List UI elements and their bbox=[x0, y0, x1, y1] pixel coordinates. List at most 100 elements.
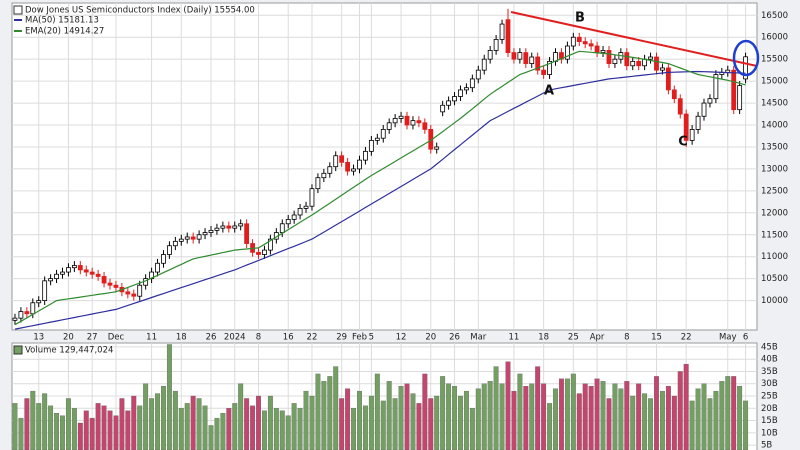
y-tick-label: 12500 bbox=[761, 186, 788, 196]
volume-bar bbox=[553, 388, 558, 450]
candle-body bbox=[315, 177, 321, 190]
y-tick-label: 16000 bbox=[761, 33, 788, 43]
volume-bar bbox=[291, 403, 297, 450]
candle-body bbox=[137, 284, 143, 297]
candle-body bbox=[244, 223, 250, 244]
y-tick-label: 13500 bbox=[761, 142, 788, 152]
x-tick-label: 8 bbox=[256, 333, 261, 343]
volume-bar bbox=[458, 395, 463, 450]
candle-body bbox=[368, 139, 374, 152]
volume-bar bbox=[119, 398, 125, 450]
candle-body bbox=[636, 60, 642, 67]
volume-bar bbox=[42, 393, 48, 450]
x-tick-label: 15 bbox=[651, 333, 662, 343]
volume-bar bbox=[410, 393, 416, 450]
candle-body bbox=[487, 50, 493, 60]
candle-body bbox=[695, 115, 701, 130]
volume-bar bbox=[535, 366, 541, 450]
volume-bar bbox=[434, 395, 440, 450]
volume-bar bbox=[529, 383, 535, 450]
volume-bar bbox=[618, 388, 624, 450]
volume-bar bbox=[398, 386, 404, 450]
volume-bar bbox=[256, 395, 261, 450]
candle-body bbox=[374, 137, 380, 141]
volume-bar bbox=[244, 398, 250, 450]
volume-bar bbox=[220, 413, 226, 450]
y-tick-label: 12000 bbox=[761, 208, 788, 218]
volume-bar bbox=[743, 400, 749, 450]
volume-bar bbox=[511, 390, 517, 450]
x-tick-label: May bbox=[719, 333, 737, 343]
annotation: A bbox=[544, 84, 554, 99]
volume-bar bbox=[624, 381, 630, 450]
candle-body bbox=[77, 265, 83, 271]
volume-bar bbox=[285, 415, 291, 450]
candle-body bbox=[458, 89, 463, 97]
candle-body bbox=[440, 104, 446, 113]
candle-body bbox=[202, 232, 208, 236]
ma-line bbox=[14, 50, 746, 326]
candle-body bbox=[600, 50, 606, 53]
candle-body bbox=[392, 118, 398, 124]
y-tick-label: 40B bbox=[761, 355, 778, 365]
volume-bar bbox=[386, 381, 392, 450]
candle-body bbox=[107, 282, 113, 286]
legend-label: EMA(20) 14914.27 bbox=[25, 27, 104, 37]
volume-bar bbox=[600, 381, 606, 450]
volume-bar bbox=[559, 378, 564, 450]
volume-bar bbox=[392, 398, 398, 450]
candle-body bbox=[523, 52, 529, 64]
x-tick-label: 5 bbox=[369, 333, 374, 343]
candle-body bbox=[42, 280, 48, 301]
volume-bar bbox=[303, 390, 309, 450]
volume-bar bbox=[677, 371, 683, 450]
volume-bar bbox=[250, 405, 256, 450]
volume-bar bbox=[659, 390, 665, 450]
volume-bar bbox=[416, 403, 422, 450]
volume-bar bbox=[309, 395, 315, 450]
volume-bar bbox=[89, 417, 95, 450]
y-tick-label: 11500 bbox=[761, 230, 788, 240]
volume-bar bbox=[327, 376, 333, 450]
y-tick-label: 30B bbox=[761, 379, 778, 389]
candle-body bbox=[345, 161, 351, 172]
legend-icon bbox=[13, 5, 23, 15]
x-tick-label: 11 bbox=[146, 333, 157, 343]
volume-bar bbox=[564, 378, 570, 450]
x-tick-label: 29 bbox=[336, 333, 347, 343]
volume-bar bbox=[570, 373, 576, 450]
candle-body bbox=[701, 102, 707, 117]
x-tick-label: 20 bbox=[63, 333, 74, 343]
candle-body bbox=[469, 78, 475, 89]
plot-layer: 10000 10500 11000 11500 12000 12500 13000 13500… bbox=[12, 3, 788, 450]
candle-body bbox=[713, 74, 719, 100]
x-tick-label: 26 bbox=[449, 333, 460, 343]
volume-bar bbox=[333, 366, 339, 450]
candle-body bbox=[541, 69, 547, 75]
volume-bar bbox=[671, 395, 677, 450]
x-tick-label: 16 bbox=[283, 333, 294, 343]
y-tick-label: 5B bbox=[761, 441, 772, 450]
volume-bar bbox=[719, 381, 725, 450]
x-tick-label: Feb bbox=[352, 333, 367, 343]
candle-body bbox=[475, 69, 481, 80]
volume-bar bbox=[357, 390, 362, 450]
volume-bar bbox=[446, 383, 452, 450]
volume-title: Volume 129,447,024 bbox=[25, 346, 113, 356]
candle-body bbox=[125, 291, 131, 295]
candle-body bbox=[351, 168, 356, 172]
candle-body bbox=[285, 218, 291, 225]
volume-bar bbox=[95, 403, 101, 450]
candle-body bbox=[434, 146, 440, 150]
candle-body bbox=[582, 41, 588, 45]
x-tick-label: Dec bbox=[108, 333, 125, 343]
candle-body bbox=[321, 172, 327, 179]
volume-bar bbox=[612, 383, 618, 450]
candle-body bbox=[665, 67, 671, 91]
chart-title: Dow Jones US Semiconductors Index (Daily… bbox=[25, 6, 255, 16]
volume-bar bbox=[279, 410, 285, 450]
candle-body bbox=[66, 267, 71, 273]
candle-body bbox=[220, 225, 226, 229]
candle-body bbox=[262, 249, 267, 255]
candle-body bbox=[511, 52, 517, 60]
